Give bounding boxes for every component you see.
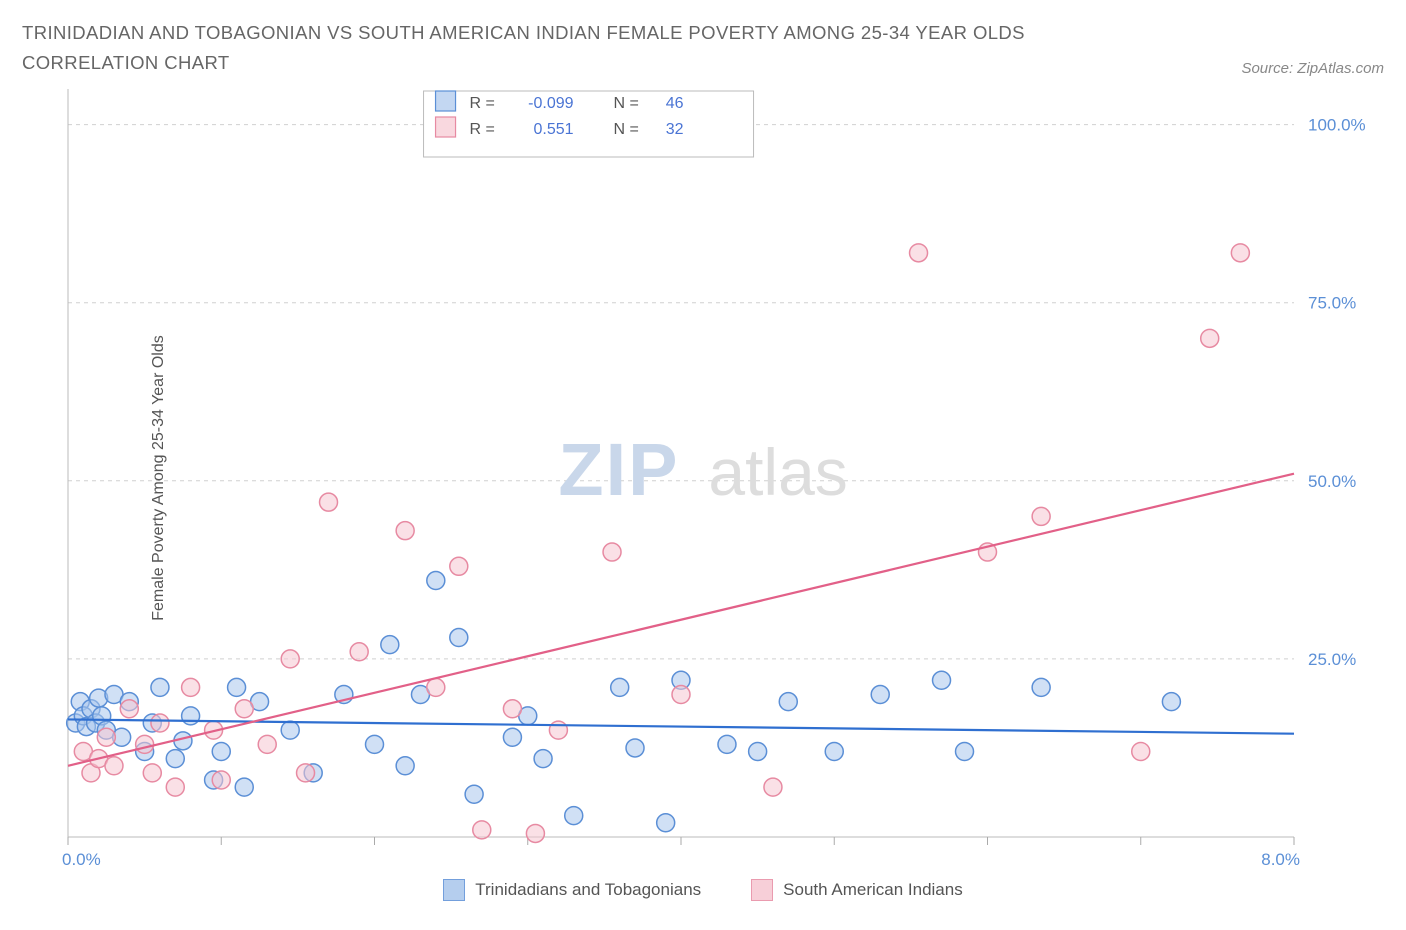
data-point — [212, 771, 230, 789]
data-point — [626, 739, 644, 757]
data-point — [764, 778, 782, 796]
data-point — [258, 736, 276, 754]
legend-swatch — [436, 91, 456, 111]
data-point — [473, 821, 491, 839]
data-point — [427, 572, 445, 590]
data-point — [120, 700, 138, 718]
data-point — [396, 757, 414, 775]
data-point — [228, 679, 246, 697]
data-point — [718, 736, 736, 754]
legend-r-value: 0.551 — [533, 121, 573, 138]
y-tick-label: 25.0% — [1308, 650, 1356, 669]
legend-swatch — [751, 879, 773, 901]
legend-n-value: 32 — [666, 121, 684, 138]
data-point — [297, 764, 315, 782]
legend-n-value: 46 — [666, 95, 684, 112]
x-tick-label: 8.0% — [1261, 850, 1300, 869]
legend-r-label: R = — [470, 121, 495, 138]
legend-item: South American Indians — [751, 879, 963, 901]
y-tick-label: 50.0% — [1308, 472, 1356, 491]
data-point — [779, 693, 797, 711]
y-axis-label: Female Poverty Among 25-34 Year Olds — [150, 335, 168, 621]
data-point — [281, 650, 299, 668]
legend-n-label: N = — [614, 95, 639, 112]
legend-swatch — [436, 117, 456, 137]
data-point — [427, 679, 445, 697]
data-point — [672, 686, 690, 704]
data-point — [105, 757, 123, 775]
data-point — [350, 643, 368, 661]
legend-label: South American Indians — [783, 880, 963, 900]
data-point — [166, 778, 184, 796]
data-point — [503, 700, 521, 718]
trend-line — [68, 474, 1294, 766]
data-point — [956, 743, 974, 761]
data-point — [603, 543, 621, 561]
data-point — [450, 557, 468, 575]
data-point — [549, 721, 567, 739]
data-point — [465, 785, 483, 803]
legend-n-label: N = — [614, 121, 639, 138]
data-point — [657, 814, 675, 832]
scatter-chart: ZIP atlas 0.0% 8.0% 25.0% 50.0% 75.0% 100.0% R =… — [22, 83, 1382, 873]
data-point — [1162, 693, 1180, 711]
watermark-atlas: atlas — [708, 435, 847, 509]
data-point — [143, 764, 161, 782]
y-tick-label: 75.0% — [1308, 294, 1356, 313]
data-point — [1231, 244, 1249, 262]
legend-swatch — [443, 879, 465, 901]
data-point — [1032, 679, 1050, 697]
data-point — [749, 743, 767, 761]
data-point — [136, 736, 154, 754]
data-point — [1201, 330, 1219, 348]
data-point — [611, 679, 629, 697]
data-point — [366, 736, 384, 754]
y-tick-label: 100.0% — [1308, 116, 1366, 135]
data-point — [450, 629, 468, 647]
data-point — [825, 743, 843, 761]
data-point — [1132, 743, 1150, 761]
source-label: Source: ZipAtlas.com — [1241, 60, 1384, 77]
legend-label: Trinidadians and Tobagonians — [475, 880, 701, 900]
data-point — [933, 671, 951, 689]
data-point — [503, 728, 521, 746]
legend-r-label: R = — [470, 95, 495, 112]
bottom-legend: Trinidadians and Tobagonians South Americ… — [22, 879, 1384, 901]
data-point — [320, 493, 338, 511]
data-point — [565, 807, 583, 825]
data-point — [212, 743, 230, 761]
data-point — [1032, 508, 1050, 526]
x-tick-label: 0.0% — [62, 850, 101, 869]
chart-title: TRINIDADIAN AND TOBAGONIAN VS SOUTH AMER… — [22, 18, 1122, 77]
data-point — [97, 728, 115, 746]
data-point — [534, 750, 552, 768]
watermark-zip: ZIP — [558, 428, 679, 511]
legend-r-value: -0.099 — [528, 95, 573, 112]
data-point — [381, 636, 399, 654]
data-point — [166, 750, 184, 768]
data-point — [235, 778, 253, 796]
data-point — [526, 825, 544, 843]
data-point — [151, 714, 169, 732]
data-point — [910, 244, 928, 262]
data-point — [281, 721, 299, 739]
data-point — [871, 686, 889, 704]
legend-item: Trinidadians and Tobagonians — [443, 879, 701, 901]
data-point — [235, 700, 253, 718]
data-point — [151, 679, 169, 697]
data-point — [182, 707, 200, 725]
data-point — [182, 679, 200, 697]
data-point — [396, 522, 414, 540]
